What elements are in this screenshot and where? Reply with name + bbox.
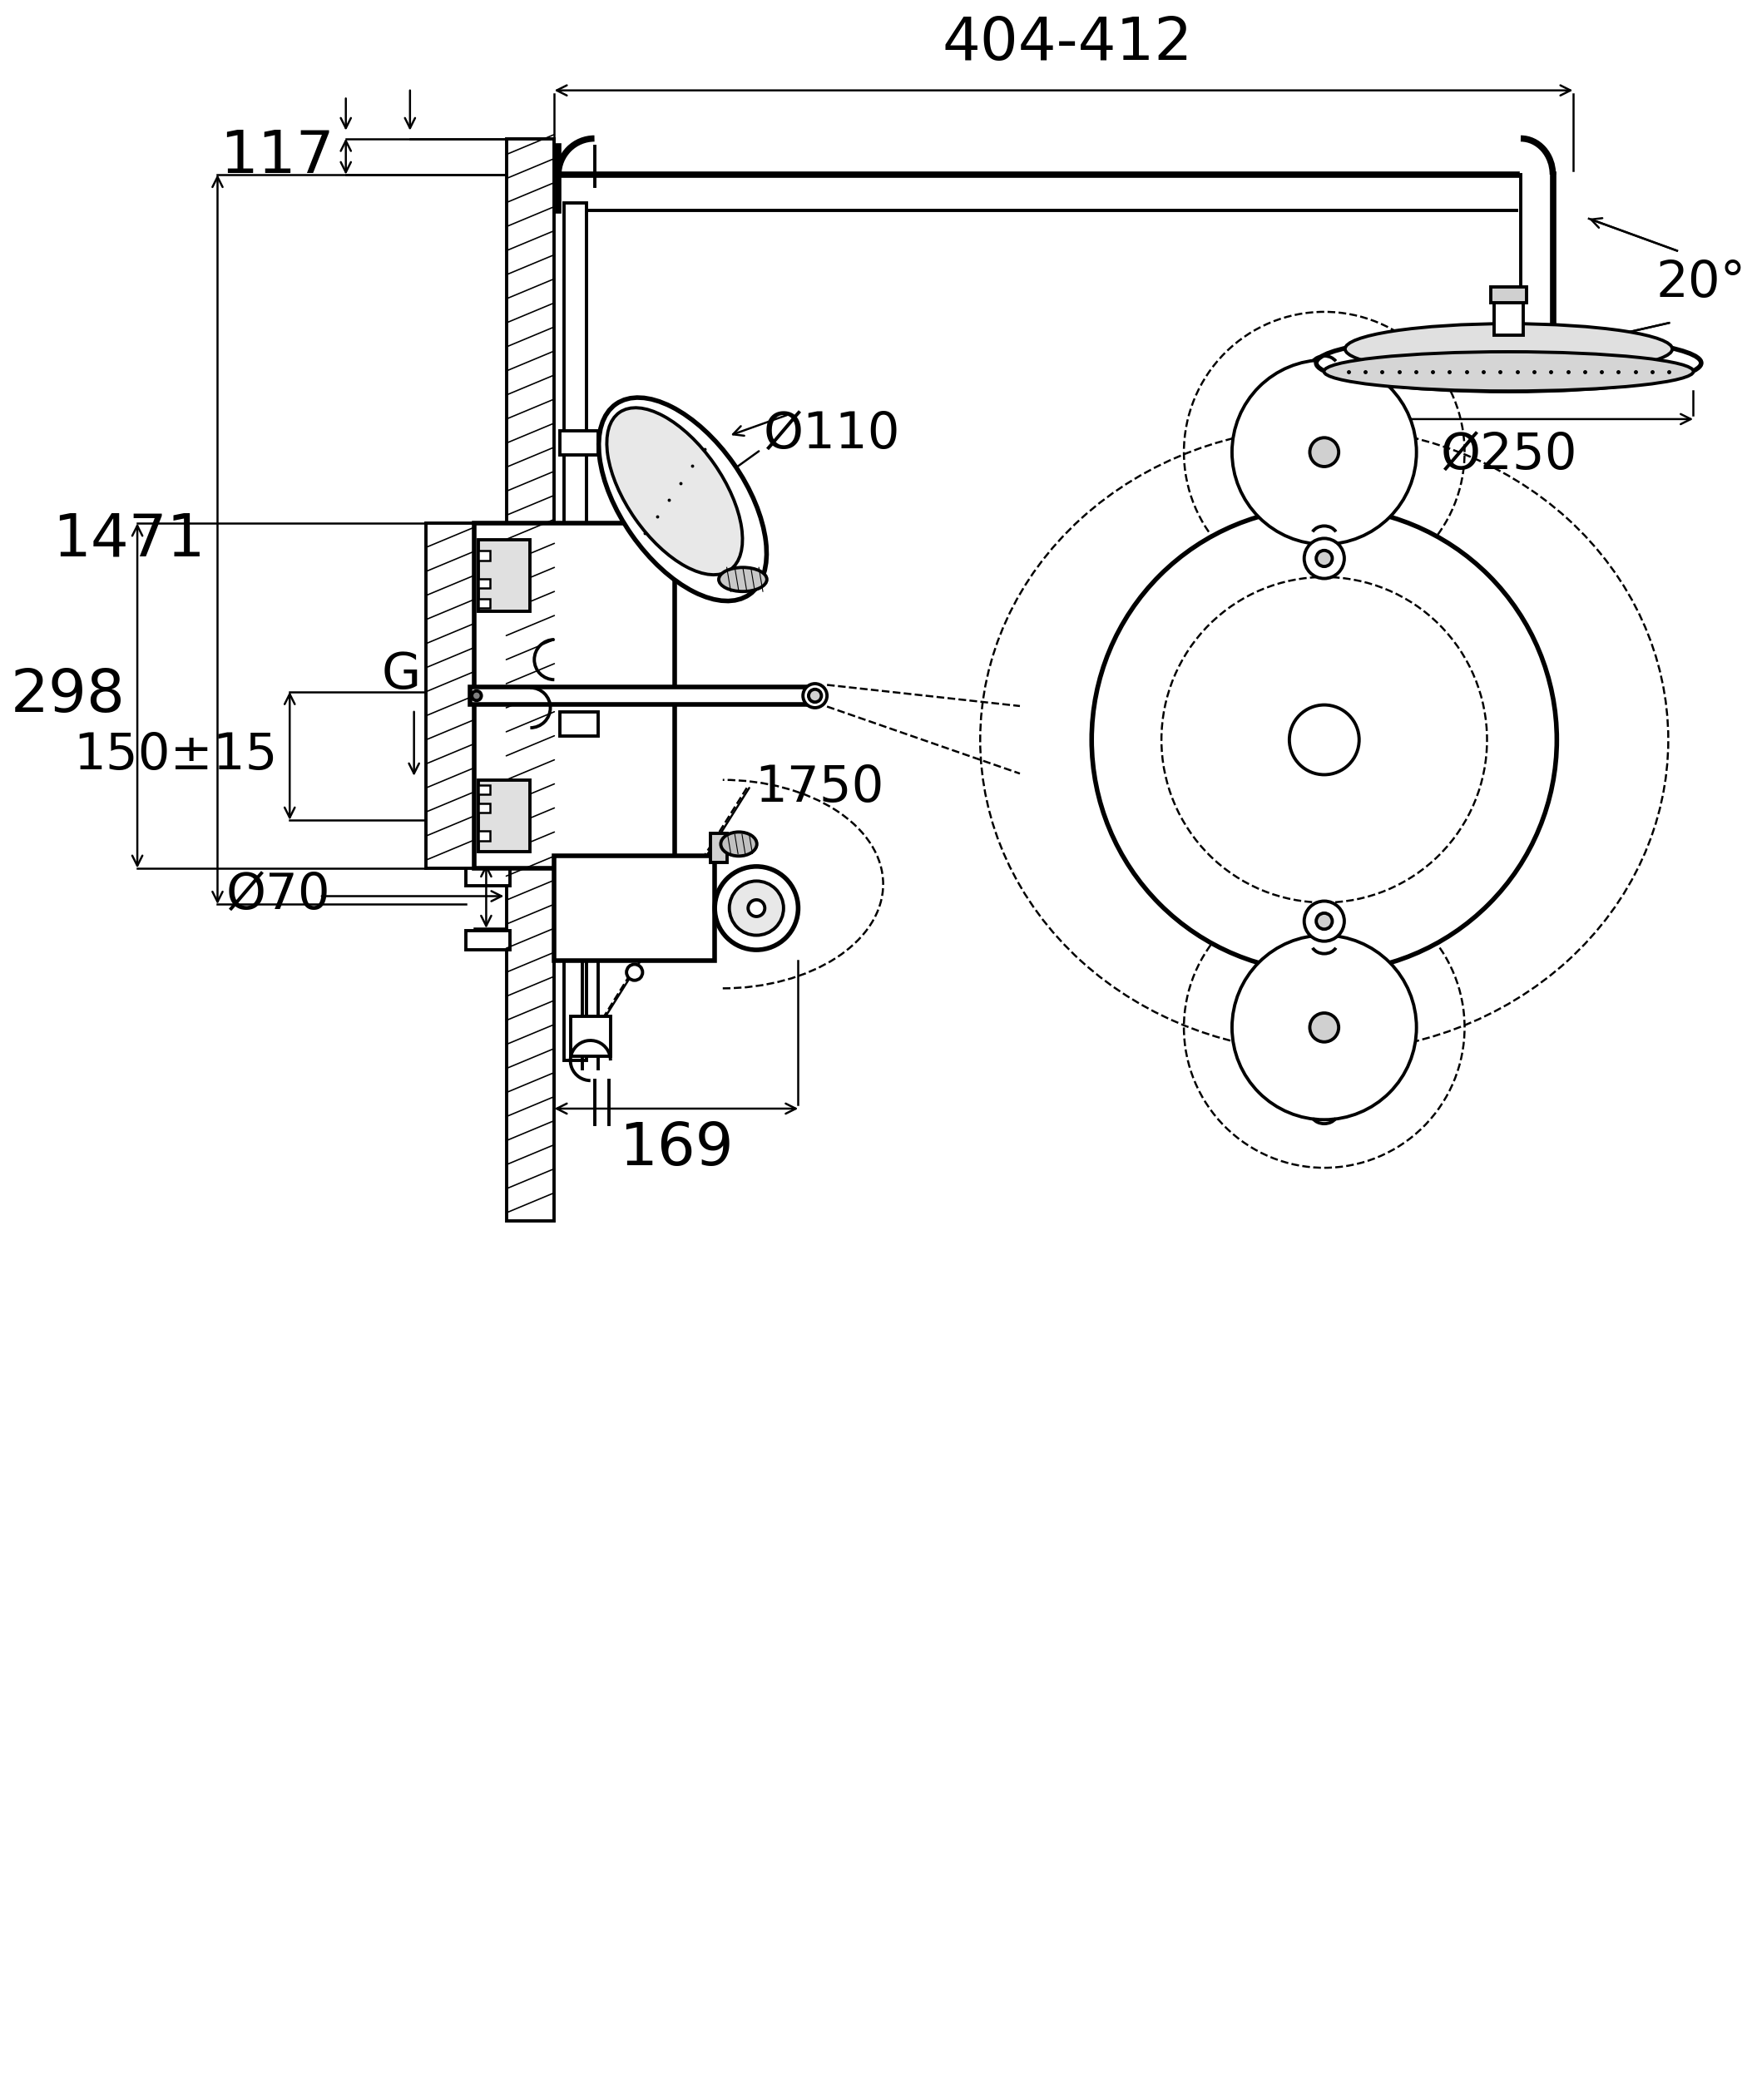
Bar — [478, 580, 491, 588]
Bar — [478, 598, 491, 609]
Circle shape — [809, 689, 822, 701]
Ellipse shape — [1346, 323, 1673, 374]
Circle shape — [715, 867, 799, 949]
Text: 404-412: 404-412 — [943, 15, 1193, 74]
Bar — [561, 712, 599, 735]
Text: 117: 117 — [219, 128, 335, 185]
Bar — [426, 523, 475, 867]
Bar — [564, 202, 587, 1061]
Circle shape — [1316, 550, 1332, 567]
Text: 1750: 1750 — [755, 764, 885, 813]
Ellipse shape — [1316, 334, 1701, 391]
Bar — [470, 687, 815, 704]
Circle shape — [1303, 901, 1344, 941]
Circle shape — [802, 685, 827, 708]
Ellipse shape — [720, 832, 757, 857]
Bar — [571, 1016, 610, 1056]
Text: 169: 169 — [618, 1121, 734, 1178]
Circle shape — [1310, 1012, 1339, 1042]
Bar — [554, 857, 715, 960]
Circle shape — [1289, 706, 1360, 775]
Bar — [506, 139, 554, 1220]
Text: 298: 298 — [11, 668, 126, 724]
Circle shape — [748, 899, 766, 916]
Bar — [466, 930, 510, 949]
Bar — [711, 834, 727, 863]
Bar — [478, 779, 531, 853]
Circle shape — [627, 964, 643, 981]
Bar — [561, 430, 599, 456]
Bar — [478, 785, 491, 794]
Circle shape — [1316, 914, 1332, 928]
Ellipse shape — [599, 397, 767, 601]
Text: Ø250: Ø250 — [1440, 430, 1577, 481]
Circle shape — [1303, 538, 1344, 578]
Text: Ø70: Ø70 — [226, 872, 329, 920]
Bar — [478, 550, 491, 561]
Circle shape — [1232, 359, 1416, 544]
Circle shape — [1310, 437, 1339, 466]
Text: Ø110: Ø110 — [762, 412, 901, 460]
Text: 1471: 1471 — [53, 510, 205, 569]
Ellipse shape — [718, 567, 767, 592]
Bar — [1491, 288, 1526, 302]
Bar — [478, 540, 531, 611]
Ellipse shape — [606, 407, 743, 575]
Bar — [1494, 290, 1522, 334]
Ellipse shape — [1325, 353, 1694, 391]
Circle shape — [729, 882, 783, 934]
Circle shape — [1232, 934, 1416, 1119]
Bar — [466, 867, 510, 886]
Bar — [475, 523, 675, 867]
Text: 20°: 20° — [1656, 258, 1747, 307]
Circle shape — [471, 691, 482, 701]
Circle shape — [1091, 508, 1558, 972]
Text: 150±15: 150±15 — [74, 731, 277, 781]
Text: G ½: G ½ — [382, 651, 487, 699]
Bar — [478, 832, 491, 840]
Bar — [478, 802, 491, 813]
